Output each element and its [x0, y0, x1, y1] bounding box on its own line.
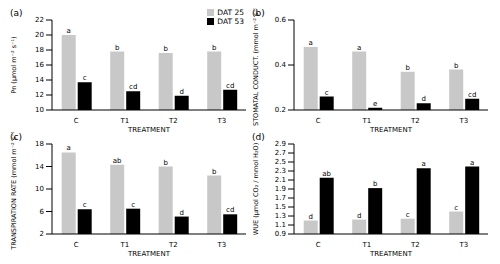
svg-text:1.7: 1.7	[275, 194, 286, 202]
svg-text:1.3: 1.3	[275, 212, 286, 220]
svg-text:ab: ab	[113, 157, 122, 165]
svg-text:T1: T1	[119, 117, 129, 125]
svg-text:C: C	[316, 117, 321, 125]
svg-text:0.9: 0.9	[275, 230, 286, 238]
svg-text:b: b	[163, 45, 168, 53]
svg-text:a: a	[67, 144, 71, 152]
svg-text:2.9: 2.9	[275, 140, 286, 148]
svg-text:2.3: 2.3	[275, 167, 286, 175]
svg-text:C: C	[316, 241, 321, 249]
svg-text:a: a	[422, 160, 426, 168]
svg-text:a: a	[67, 27, 71, 35]
svg-text:18: 18	[35, 140, 44, 148]
svg-text:TREATMENT: TREATMENT	[127, 126, 171, 132]
svg-text:T1: T1	[361, 117, 371, 125]
svg-text:2: 2	[40, 230, 44, 238]
svg-text:Pn (μmol m⁻² s⁻¹): Pn (μmol m⁻² s⁻¹)	[10, 36, 18, 93]
svg-text:C: C	[74, 117, 79, 125]
svg-text:b: b	[212, 44, 217, 52]
svg-text:c: c	[83, 74, 87, 82]
svg-text:T1: T1	[119, 241, 129, 249]
svg-text:2.1: 2.1	[275, 176, 286, 184]
svg-text:e: e	[373, 100, 377, 108]
svg-text:a: a	[470, 159, 474, 167]
svg-text:b: b	[212, 168, 217, 176]
svg-text:22: 22	[35, 16, 44, 24]
svg-text:10: 10	[35, 185, 44, 193]
svg-text:STOMATAL CONDUCT. (mmol m⁻² s⁻: STOMATAL CONDUCT. (mmol m⁻² s⁻¹)	[252, 8, 260, 126]
svg-text:1.5: 1.5	[275, 203, 286, 211]
svg-text:T3: T3	[216, 241, 226, 249]
svg-text:d: d	[179, 209, 183, 217]
svg-text:18: 18	[35, 46, 44, 54]
svg-text:b: b	[163, 159, 168, 167]
svg-text:1.9: 1.9	[275, 185, 286, 193]
svg-text:b: b	[115, 44, 120, 52]
svg-text:T2: T2	[410, 241, 420, 249]
svg-text:c: c	[83, 201, 87, 209]
svg-text:cd: cd	[129, 83, 137, 91]
svg-text:c: c	[454, 204, 458, 212]
svg-text:14: 14	[35, 76, 44, 84]
svg-text:T2: T2	[410, 117, 420, 125]
svg-text:0.4: 0.4	[275, 61, 287, 69]
svg-text:cd: cd	[468, 91, 476, 99]
svg-text:2.5: 2.5	[275, 158, 286, 166]
svg-text:b: b	[405, 64, 410, 72]
svg-text:T3: T3	[458, 117, 468, 125]
svg-text:16: 16	[35, 61, 44, 69]
svg-text:2.7: 2.7	[275, 149, 286, 157]
svg-text:a: a	[357, 44, 361, 52]
svg-text:c: c	[325, 89, 329, 97]
svg-text:0.2: 0.2	[275, 106, 286, 114]
svg-text:10: 10	[35, 106, 44, 114]
svg-text:c: c	[131, 201, 135, 209]
svg-text:14: 14	[35, 163, 44, 171]
svg-text:b: b	[373, 180, 378, 188]
svg-text:WUE (μmol CO₂ / mmol H₂O): WUE (μmol CO₂ / mmol H₂O)	[252, 143, 260, 235]
svg-text:TREATMENT: TREATMENT	[127, 250, 171, 256]
svg-text:d: d	[308, 213, 312, 221]
svg-text:d: d	[179, 88, 183, 96]
svg-text:1.1: 1.1	[275, 221, 286, 229]
svg-text:T1: T1	[361, 241, 371, 249]
svg-text:cd: cd	[226, 206, 234, 214]
svg-text:T2: T2	[168, 241, 178, 249]
svg-text:TRANSPIRATION RATE (mmol m⁻² s: TRANSPIRATION RATE (mmol m⁻² s⁻¹)	[10, 132, 18, 251]
svg-text:12: 12	[35, 91, 44, 99]
svg-text:TREATMENT: TREATMENT	[369, 250, 413, 256]
svg-text:d: d	[421, 95, 425, 103]
svg-text:TREATMENT: TREATMENT	[369, 126, 413, 132]
svg-text:0.6: 0.6	[275, 16, 287, 24]
svg-text:20: 20	[35, 31, 44, 39]
svg-text:a: a	[309, 39, 313, 47]
svg-text:6: 6	[40, 208, 45, 216]
svg-text:T2: T2	[168, 117, 178, 125]
svg-text:d: d	[357, 212, 361, 220]
svg-text:T3: T3	[216, 117, 226, 125]
svg-text:cd: cd	[226, 82, 234, 90]
svg-text:ab: ab	[322, 170, 331, 178]
svg-text:C: C	[74, 241, 79, 249]
svg-text:c: c	[406, 211, 410, 219]
svg-text:T3: T3	[458, 241, 468, 249]
svg-text:b: b	[454, 62, 459, 70]
